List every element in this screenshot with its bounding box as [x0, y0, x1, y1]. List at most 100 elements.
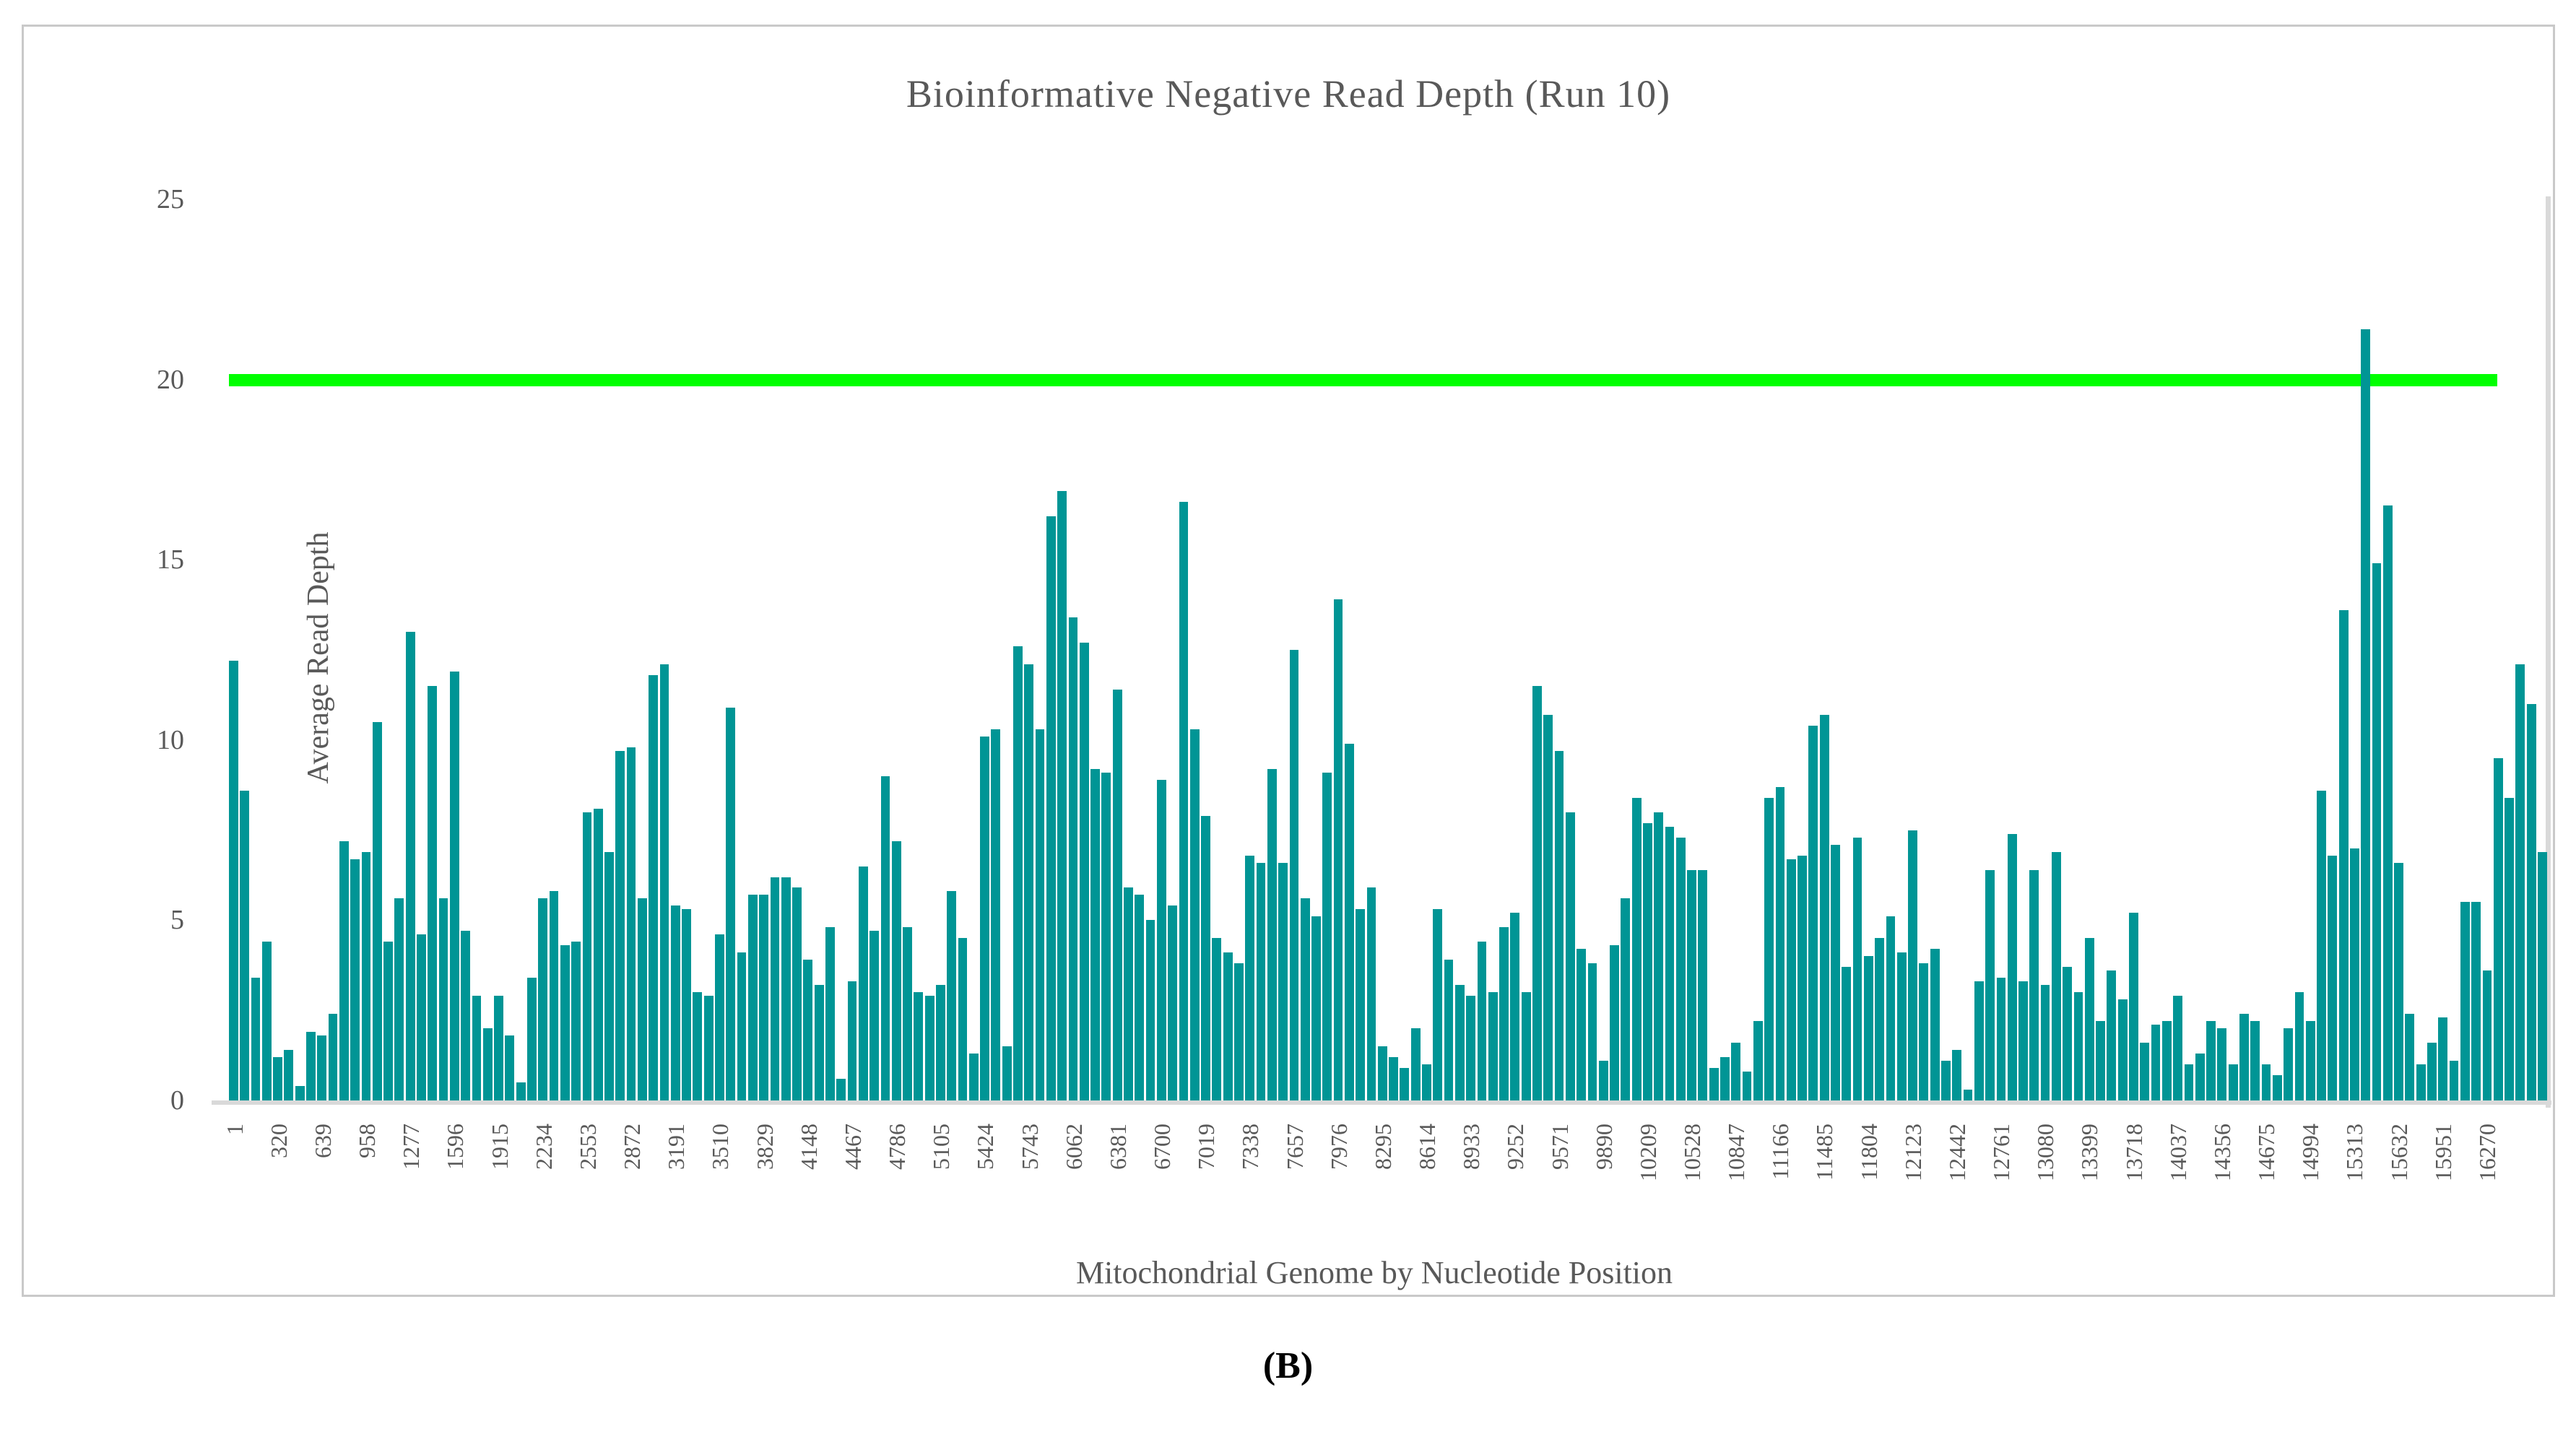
bar: [781, 877, 791, 1100]
bar: [1565, 812, 1575, 1100]
bar: [615, 750, 625, 1100]
bar: [2250, 1021, 2260, 1100]
bar: [1720, 1057, 1730, 1100]
bar: [438, 898, 448, 1100]
bar: [1687, 869, 1696, 1100]
panel-label: (B): [1262, 1345, 1314, 1386]
bar: [1675, 837, 1686, 1100]
bar: [516, 1082, 526, 1100]
bar: [747, 895, 758, 1100]
bar: [482, 1028, 493, 1100]
bar: [1952, 1050, 1962, 1100]
bar: [1941, 1061, 1951, 1100]
bar: [924, 996, 934, 1100]
bar: [1764, 797, 1774, 1100]
x-tick-label: 13399: [2076, 1124, 2103, 1181]
x-axis-line: [212, 1100, 2551, 1105]
bar: [891, 841, 901, 1100]
x-tick-label: 6062: [1060, 1124, 1087, 1170]
bar: [538, 898, 548, 1100]
bar: [2161, 1021, 2172, 1100]
bar: [1842, 967, 1852, 1100]
bar: [1831, 844, 1840, 1100]
plot-right-border: [2546, 196, 2551, 1108]
bar: [1654, 812, 1664, 1100]
x-tick-label: 10528: [1678, 1124, 1705, 1181]
bar: [693, 992, 703, 1100]
bar: [2073, 992, 2083, 1100]
bar: [2493, 757, 2503, 1100]
bar: [1422, 1064, 1431, 1100]
x-tick-label: 12123: [1899, 1124, 1926, 1181]
bar: [2438, 1017, 2448, 1100]
x-tick-label: 11485: [1811, 1124, 1838, 1181]
bar: [549, 891, 559, 1100]
bar: [626, 747, 636, 1100]
bar: [560, 945, 570, 1100]
y-tick-label: 10: [157, 724, 184, 755]
bar: [1400, 1068, 1410, 1100]
bar: [1886, 916, 1896, 1100]
bar: [1410, 1028, 1421, 1100]
bar: [2018, 981, 2028, 1100]
bar: [2173, 996, 2183, 1100]
x-tick-label: 2872: [619, 1124, 646, 1170]
bar-series: [229, 199, 2548, 1100]
bar: [1300, 898, 1310, 1100]
x-tick-label: 8614: [1414, 1124, 1441, 1170]
bar: [417, 934, 426, 1100]
bar: [1212, 938, 1222, 1100]
bar: [2305, 1021, 2315, 1100]
bar: [328, 1014, 338, 1100]
bar: [1797, 855, 1807, 1100]
bar: [350, 859, 360, 1100]
bar: [1908, 830, 1917, 1100]
bar: [1267, 768, 1277, 1100]
bar: [593, 808, 603, 1100]
x-tick-label: 10209: [1634, 1124, 1661, 1181]
bar: [1079, 643, 1089, 1100]
bar: [2051, 851, 2061, 1100]
bar: [936, 985, 945, 1100]
bar: [1543, 714, 1553, 1100]
bar: [968, 1054, 979, 1100]
bar: [1577, 949, 1587, 1100]
bar: [1896, 952, 1907, 1100]
bar: [1289, 650, 1299, 1100]
bar: [1731, 1043, 1741, 1100]
threshold-line: [229, 373, 2497, 386]
bar: [1389, 1057, 1398, 1100]
bar: [1698, 869, 1708, 1100]
bar: [1223, 952, 1233, 1100]
bar: [1499, 927, 1509, 1100]
bar: [2184, 1064, 2194, 1100]
x-axis-title: Mitochondrial Genome by Nucleotide Posit…: [1075, 1255, 1673, 1290]
bar: [1510, 913, 1520, 1100]
x-tick-label: 9890: [1590, 1124, 1617, 1170]
bar: [1863, 956, 1873, 1100]
bar: [2117, 999, 2128, 1100]
bar: [2328, 855, 2338, 1100]
bar: [1488, 992, 1498, 1100]
x-tick-label: 3510: [707, 1124, 734, 1170]
bar: [1631, 797, 1642, 1100]
bar: [1930, 949, 1940, 1100]
x-tick-label: 15313: [2341, 1124, 2368, 1181]
bar: [2482, 970, 2492, 1100]
x-tick-label: 15951: [2429, 1124, 2456, 1181]
x-tick-label: 15632: [2385, 1124, 2412, 1181]
y-tick-label: 15: [157, 544, 184, 576]
bar: [670, 905, 680, 1100]
bar: [273, 1057, 282, 1100]
plot-area: 0 5 10 15 20 25 1 320 639 958 1277 1596 1915 2234 255…: [24, 27, 2553, 1295]
bar: [1621, 898, 1631, 1100]
x-tick-label: 12761: [1988, 1124, 2015, 1181]
bar: [1013, 646, 1023, 1100]
y-tick-label: 5: [170, 905, 184, 936]
x-tick-label: 5424: [972, 1124, 999, 1170]
bar: [428, 685, 438, 1100]
x-tick-label: 3829: [751, 1124, 778, 1170]
bar: [814, 985, 824, 1100]
x-tick-label: 14356: [2208, 1124, 2235, 1181]
bar: [505, 1035, 515, 1100]
